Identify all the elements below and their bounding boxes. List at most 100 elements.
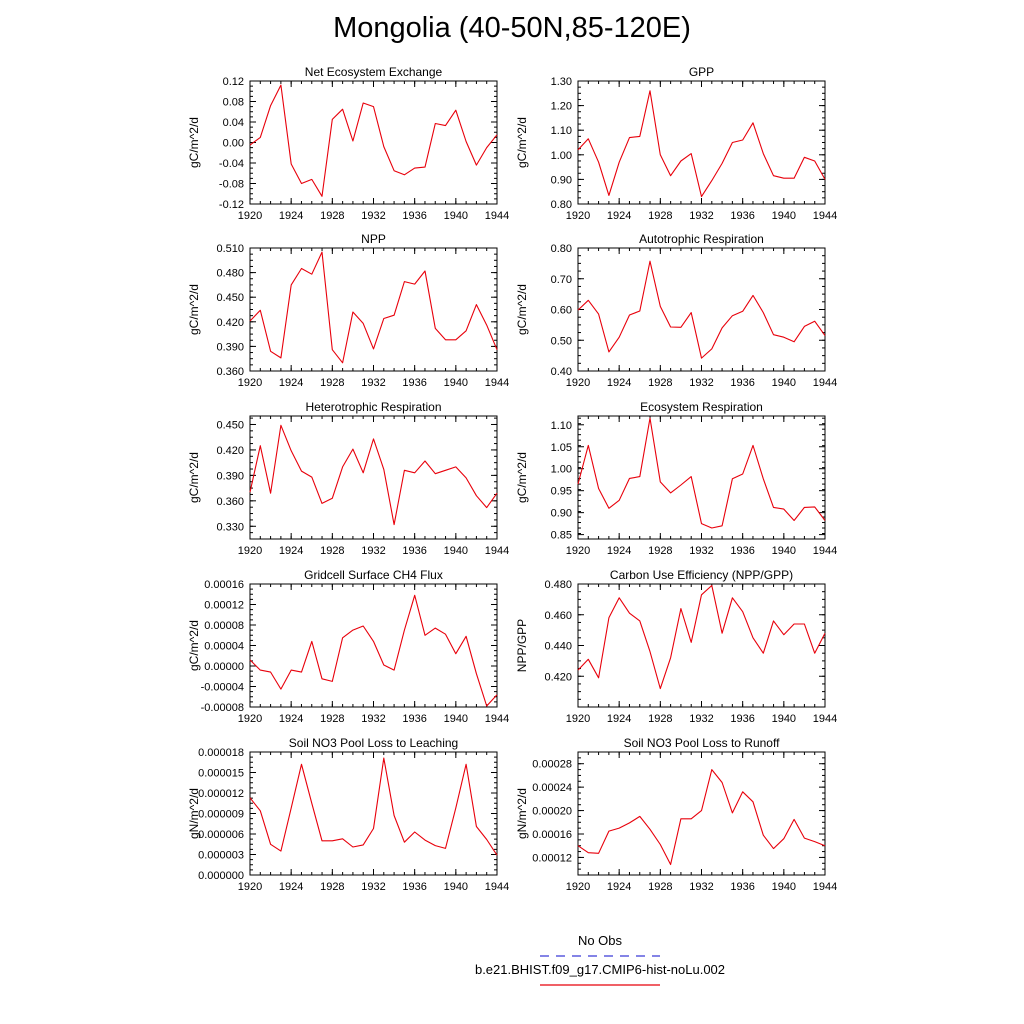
y-tick-label: 0.00020 [532, 806, 572, 818]
y-tick-label: 0.420 [544, 671, 572, 683]
y-tick-label: 0.60 [551, 305, 572, 317]
x-tick-label: 1940 [772, 881, 796, 893]
y-tick-label: 0.85 [551, 530, 572, 542]
y-tick-label: 0.00012 [532, 852, 572, 864]
panel-title: Net Ecosystem Exchange [305, 65, 443, 79]
chart-panel-9: Soil NO3 Pool Loss to Leaching gN/m^2/d 19… [187, 736, 509, 893]
x-tick-label: 1932 [361, 713, 385, 725]
y-axis-label: gC/m^2/d [187, 284, 201, 335]
x-tick-label: 1940 [444, 377, 468, 389]
x-tick-label: 1924 [607, 210, 631, 222]
x-tick-label: 1944 [485, 713, 509, 725]
x-tick-label: 1944 [813, 377, 837, 389]
panel-title: GPP [689, 65, 714, 79]
plot-frame [249, 415, 498, 540]
y-tick-label: 0.40 [551, 366, 572, 378]
x-tick-label: 1924 [279, 881, 303, 893]
y-tick-label: 0.000003 [198, 850, 244, 862]
series-line [577, 584, 826, 690]
x-tick-label: 1936 [730, 210, 754, 222]
y-tick-label: -0.00004 [201, 682, 244, 694]
panel-title: Autotrophic Respiration [639, 232, 764, 246]
x-tick-label: 1920 [238, 713, 262, 725]
y-tick-label: 0.360 [216, 496, 244, 508]
x-tick-label: 1920 [566, 377, 590, 389]
y-tick-label: 0.50 [551, 335, 572, 347]
series-line [249, 757, 498, 856]
x-tick-label: 1920 [566, 210, 590, 222]
y-tick-label: 1.30 [551, 76, 572, 88]
x-tick-label: 1932 [361, 377, 385, 389]
x-tick-label: 1928 [320, 881, 344, 893]
y-tick-label: 0.00016 [204, 579, 244, 591]
y-tick-label: 0.360 [216, 366, 244, 378]
x-tick-label: 1944 [813, 713, 837, 725]
y-tick-label: -0.12 [219, 199, 244, 211]
x-tick-label: 1928 [320, 545, 344, 557]
panel-title: Soil NO3 Pool Loss to Runoff [624, 736, 781, 750]
x-tick-label: 1936 [730, 881, 754, 893]
x-tick-label: 1928 [648, 210, 672, 222]
plot-frame [577, 751, 826, 876]
y-tick-label: 0.440 [544, 641, 572, 653]
y-tick-label: 0.390 [216, 341, 244, 353]
x-tick-label: 1944 [485, 545, 509, 557]
y-tick-label: 0.510 [216, 243, 244, 255]
x-tick-label: 1940 [772, 545, 796, 557]
x-tick-label: 1936 [402, 377, 426, 389]
x-tick-label: 1932 [361, 881, 385, 893]
y-tick-label: 0.95 [551, 486, 572, 498]
series-line [249, 424, 498, 526]
y-tick-label: 1.00 [551, 464, 572, 476]
x-tick-label: 1940 [772, 713, 796, 725]
y-axis-label: gC/m^2/d [515, 117, 529, 168]
y-axis-label: gN/m^2/d [515, 788, 529, 839]
y-axis-label: gC/m^2/d [187, 117, 201, 168]
y-axis-label: NPP/GPP [515, 619, 529, 672]
plot-frame [577, 247, 826, 372]
y-tick-label: 0.00024 [532, 782, 572, 794]
x-tick-label: 1936 [402, 881, 426, 893]
x-tick-label: 1936 [730, 713, 754, 725]
x-tick-label: 1932 [689, 545, 713, 557]
x-tick-label: 1944 [813, 210, 837, 222]
series-line [577, 90, 826, 198]
series-line [577, 417, 826, 529]
y-tick-label: 0.08 [223, 97, 244, 109]
x-tick-label: 1920 [566, 881, 590, 893]
y-tick-label: 0.480 [216, 268, 244, 280]
y-tick-label: 0.00004 [204, 641, 244, 653]
chart-panel-6: Ecosystem Respiration gC/m^2/d 1920 1924 192… [515, 400, 837, 557]
y-tick-label: 0.80 [551, 199, 572, 211]
y-tick-label: 0.70 [551, 274, 572, 286]
x-tick-label: 1944 [485, 881, 509, 893]
x-tick-label: 1940 [772, 210, 796, 222]
y-tick-label: 0.12 [223, 76, 244, 88]
y-axis-label: gC/m^2/d [515, 284, 529, 335]
x-tick-label: 1940 [444, 210, 468, 222]
x-tick-label: 1932 [361, 210, 385, 222]
x-tick-label: 1940 [772, 377, 796, 389]
x-tick-label: 1936 [730, 377, 754, 389]
x-tick-label: 1932 [689, 377, 713, 389]
y-tick-label: 0.00 [223, 138, 244, 150]
panel-title: Gridcell Surface CH4 Flux [304, 568, 443, 582]
x-tick-label: 1940 [444, 545, 468, 557]
panel-title: Carbon Use Efficiency (NPP/GPP) [610, 568, 793, 582]
chart-panel-4: Autotrophic Respiration gC/m^2/d 1920 1924 1… [515, 232, 837, 389]
x-tick-label: 1920 [238, 881, 262, 893]
chart-panel-3: NPP gC/m^2/d 1920 1924 1928 1932 1936 1940 1944 0… [187, 232, 509, 389]
panel-title: Heterotrophic Respiration [305, 400, 441, 414]
x-tick-label: 1944 [813, 545, 837, 557]
series-line [249, 594, 498, 707]
y-tick-label: 0.000015 [198, 768, 244, 780]
x-tick-label: 1928 [320, 210, 344, 222]
y-axis-label: gC/m^2/d [187, 620, 201, 671]
y-tick-label: -0.04 [219, 158, 244, 170]
x-tick-label: 1936 [402, 545, 426, 557]
y-tick-label: 0.000006 [198, 829, 244, 841]
y-tick-label: 0.00012 [204, 600, 244, 612]
y-tick-label: 0.00000 [204, 661, 244, 673]
x-tick-label: 1944 [813, 881, 837, 893]
